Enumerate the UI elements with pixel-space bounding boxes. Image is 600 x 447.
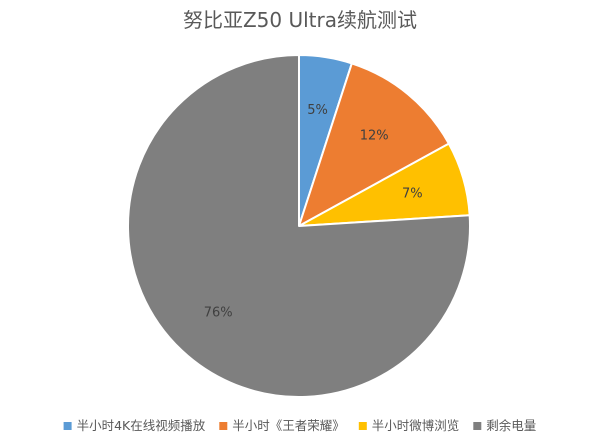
legend-swatch-1 [63, 422, 72, 430]
data-label-3: 7% [402, 187, 423, 202]
pie-slice-labels: 5% 12% 7% 76% [204, 103, 423, 321]
legend-item-1: 半小时4K在线视频播放 [63, 418, 206, 433]
legend-item-2: 半小时《王者荣耀》 [219, 418, 345, 433]
legend-swatch-4 [473, 422, 482, 430]
legend: 半小时4K在线视频播放 半小时《王者荣耀》 半小时微博浏览 剩余电量 [63, 418, 536, 433]
data-label-2: 12% [360, 129, 389, 144]
legend-item-3: 半小时微博浏览 [358, 418, 460, 433]
legend-item-4: 剩余电量 [473, 418, 536, 433]
legend-swatch-2 [219, 422, 228, 430]
legend-label-2: 半小时《王者荣耀》 [232, 418, 345, 433]
data-label-4: 76% [204, 306, 233, 321]
legend-swatch-3 [358, 422, 367, 430]
legend-label-4: 剩余电量 [486, 418, 536, 433]
chart-title: 努比亚Z50 Ultra续航测试 [183, 8, 417, 32]
pie-slice-2 [298, 62, 450, 227]
pie-slice-4 [127, 54, 471, 398]
legend-label-3: 半小时微博浏览 [372, 418, 460, 433]
pie-slices [127, 54, 471, 398]
data-label-1: 5% [307, 103, 328, 118]
legend-label-1: 半小时4K在线视频播放 [77, 418, 206, 433]
